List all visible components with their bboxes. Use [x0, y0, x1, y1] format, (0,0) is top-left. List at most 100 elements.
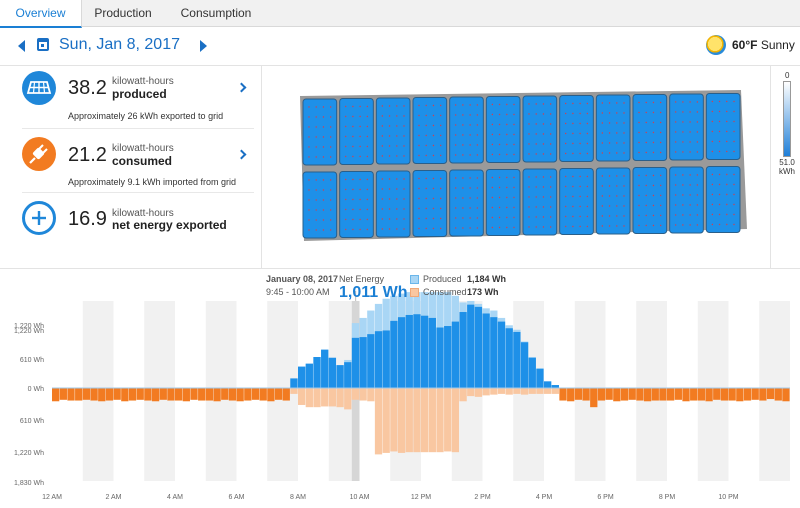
x-tick-label: 4 AM: [167, 494, 183, 501]
consumed-bar: [390, 388, 398, 452]
consumed-bar: [474, 388, 483, 397]
x-tick-label: 8 PM: [659, 494, 676, 501]
produced-bar: [344, 362, 352, 388]
produced-bar: [497, 321, 506, 388]
consumed-bar: [559, 388, 567, 401]
produced-bar: [336, 365, 344, 388]
consumed-bar: [67, 388, 75, 401]
consumed-bar: [490, 388, 498, 395]
consumed-bar: [298, 388, 306, 405]
consumed-bar: [505, 388, 513, 395]
tab-overview[interactable]: Overview: [0, 0, 82, 28]
consumed-bar: [567, 388, 575, 402]
scale-unit: kWh: [779, 167, 795, 176]
consumed-bar: [244, 388, 252, 401]
energy-chart[interactable]: 1,220 Wh 1,220 Wh 610 Wh 0 Wh 610 Wh 1,220 Wh…: [0, 268, 800, 507]
current-date[interactable]: Sun, Jan 8, 2017: [59, 36, 180, 53]
consumed-bar: [713, 388, 721, 400]
y-tick-label: 1,220 Wh: [14, 328, 44, 335]
solar-panel: [412, 97, 448, 164]
consumed-bar: [190, 388, 198, 400]
consumed-bar: [105, 388, 114, 401]
consumed-bar: [136, 388, 144, 400]
consumed-bar: [636, 388, 644, 401]
consumed-bar: [328, 388, 337, 407]
solar-panel: [632, 94, 668, 161]
produced-bar: [544, 381, 552, 388]
produced-bar: [305, 363, 313, 388]
calendar-icon[interactable]: [37, 38, 49, 51]
legend-consumed-value: 173 Wh: [467, 287, 499, 297]
produced-bar: [382, 330, 390, 388]
produced-bar: [290, 378, 298, 388]
legend-consumed-label: Consumed: [423, 287, 467, 297]
weather-condition: Sunny: [760, 38, 795, 52]
produced-bar: [451, 321, 460, 388]
solar-panel: [559, 168, 594, 235]
consumed-bar: [313, 388, 321, 408]
consumed-bar: [444, 388, 452, 452]
consumed-bar: [336, 388, 344, 408]
tab-consumption[interactable]: Consumption: [180, 6, 252, 20]
solar-panel: [485, 169, 521, 236]
solar-panel: [412, 170, 448, 237]
solar-panel: [449, 169, 484, 237]
produced-bar: [351, 337, 360, 388]
consumed-bar: [151, 388, 160, 402]
legend-produced-label: Produced: [423, 274, 462, 284]
produced-bar: [444, 326, 452, 388]
solar-panel-icon: [22, 71, 56, 105]
chevron-right-icon[interactable]: [236, 82, 247, 93]
plug-icon: [22, 137, 56, 171]
tab-bar: Overview Production Consumption: [0, 0, 800, 28]
consumed-bar: [782, 388, 790, 402]
legend-produced-value: 1,184 Wh: [467, 274, 507, 284]
consumed-bar: [182, 388, 190, 402]
tab-production[interactable]: Production: [94, 6, 152, 20]
scale-min: 0: [785, 71, 790, 80]
consumed-bar: [382, 388, 390, 453]
tooltip-net-label: Net Energy: [339, 274, 385, 284]
chevron-right-icon[interactable]: [236, 149, 247, 160]
consumed-bar: [536, 388, 544, 394]
consumed-bar: [643, 388, 652, 402]
solar-panel: [485, 96, 521, 163]
consumed-bar: [705, 388, 713, 402]
consumed-bar: [697, 388, 706, 401]
consumed-value: 21.2: [68, 144, 107, 166]
consumed-bar: [620, 388, 629, 401]
triangle-left-icon[interactable]: [18, 40, 25, 52]
solar-array-view: [263, 66, 770, 268]
tooltip-date: January 08, 2017: [266, 274, 339, 284]
x-tick-label: 8 AM: [290, 494, 306, 501]
solar-panel: [669, 93, 704, 161]
produced-bar: [513, 331, 521, 388]
x-tick-label: 12 AM: [42, 494, 62, 501]
consumed-bar: [274, 388, 283, 400]
consumed-bar: [259, 388, 267, 401]
solar-panel: [302, 171, 338, 239]
solar-panel: [522, 168, 558, 236]
produced-bar: [528, 357, 536, 388]
x-tick-label: 6 PM: [597, 494, 614, 501]
produced-bar: [328, 357, 337, 388]
consumed-bar: [198, 388, 206, 401]
produced-bar: [321, 349, 329, 388]
scale-gradient: [783, 81, 791, 157]
solar-panel: [632, 167, 668, 234]
consumed-bar: [751, 388, 759, 400]
weather-info: 60°F Sunny: [732, 38, 795, 52]
consumed-bar: [482, 388, 490, 396]
consumed-bar: [90, 388, 98, 401]
consumed-bar: [128, 388, 137, 401]
triangle-right-icon[interactable]: [200, 40, 207, 52]
produced-bar: [482, 313, 490, 388]
produced-bar: [551, 385, 559, 388]
consumed-bar: [359, 388, 367, 401]
energy-summary: 38.2 kilowatt-hours produced Approximate…: [0, 66, 262, 268]
consumed-bar: [690, 388, 698, 401]
consumed-bar: [628, 388, 636, 400]
consumed-note: Approximately 9.1 kWh imported from grid: [68, 177, 237, 187]
consumed-bar: [651, 388, 659, 401]
